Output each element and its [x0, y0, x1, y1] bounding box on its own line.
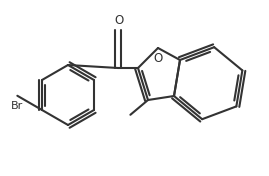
Text: O: O — [153, 52, 163, 65]
Text: Br: Br — [11, 101, 23, 111]
Text: O: O — [114, 14, 124, 27]
